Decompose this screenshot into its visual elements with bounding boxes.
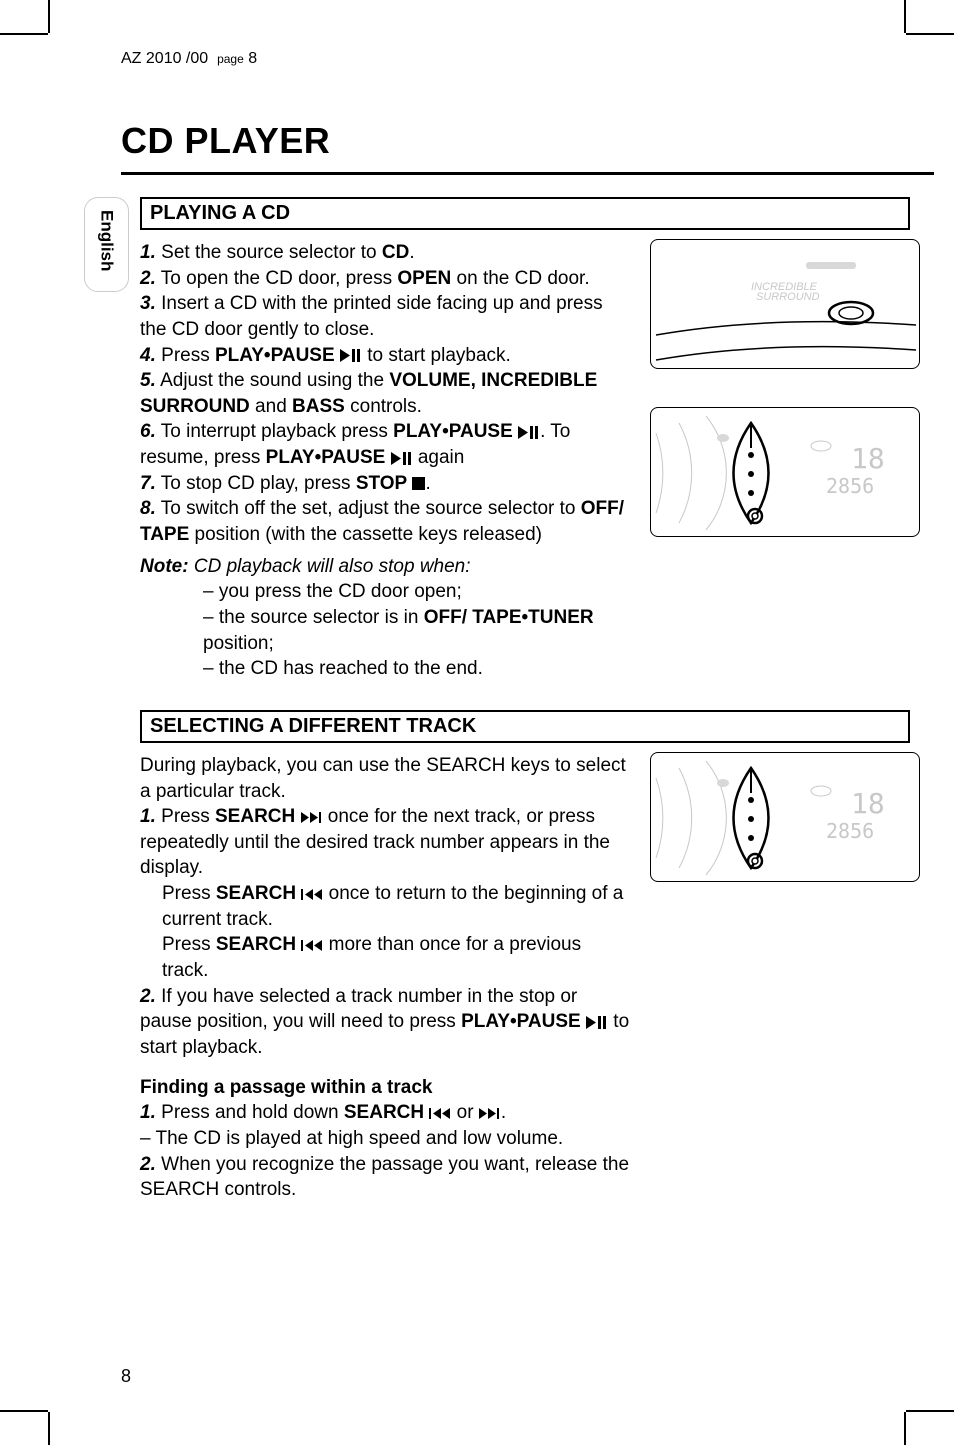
play-pause-icon <box>518 426 540 439</box>
section-heading-playing: PLAYING A CD <box>140 197 910 230</box>
crop-mark <box>48 0 50 33</box>
illustration-cd-door: INCREDIBLE SURROUND <box>650 239 920 369</box>
stop-icon <box>412 477 425 490</box>
section-heading-selecting: SELECTING A DIFFERENT TRACK <box>140 710 910 743</box>
next-track-icon <box>301 812 323 823</box>
title-rule <box>121 174 934 175</box>
illustration-volume-dial: 18 2856 <box>650 407 920 537</box>
svg-text:18: 18 <box>851 787 885 820</box>
page-title: CD PLAYER <box>121 120 330 162</box>
language-label: English <box>97 210 117 271</box>
page-label: page <box>217 52 244 66</box>
doc-code: AZ 2010 /00 <box>121 50 208 67</box>
prev-track-icon <box>429 1108 451 1119</box>
page-header: AZ 2010 /00 page 8 <box>121 50 257 68</box>
section2-body: During playback, you can use the SEARCH … <box>140 753 630 1203</box>
play-pause-icon <box>391 452 413 465</box>
sub-heading-finding: Finding a passage within a track <box>140 1075 630 1101</box>
crop-mark <box>0 33 48 35</box>
language-tab: English <box>84 197 129 292</box>
svg-text:2856: 2856 <box>826 819 874 843</box>
svg-text:18: 18 <box>851 442 885 475</box>
play-pause-icon <box>586 1016 608 1029</box>
svg-text:SURROUND: SURROUND <box>756 291 820 303</box>
illustration-volume-dial-2: 18 2856 <box>650 752 920 882</box>
prev-track-icon <box>301 940 323 951</box>
crop-mark <box>904 0 906 33</box>
svg-text:2856: 2856 <box>826 474 874 498</box>
page-num-header: 8 <box>248 50 257 67</box>
crop-mark <box>906 1410 954 1412</box>
crop-mark <box>0 1410 48 1412</box>
prev-track-icon <box>301 889 323 900</box>
footer-page-number: 8 <box>121 1366 131 1387</box>
crop-mark <box>904 1412 906 1445</box>
crop-mark <box>906 33 954 35</box>
next-track-icon <box>479 1108 501 1119</box>
crop-mark <box>48 1412 50 1445</box>
section1-body: 1. Set the source selector to CD. 2. To … <box>140 240 630 682</box>
play-pause-icon <box>340 349 362 362</box>
